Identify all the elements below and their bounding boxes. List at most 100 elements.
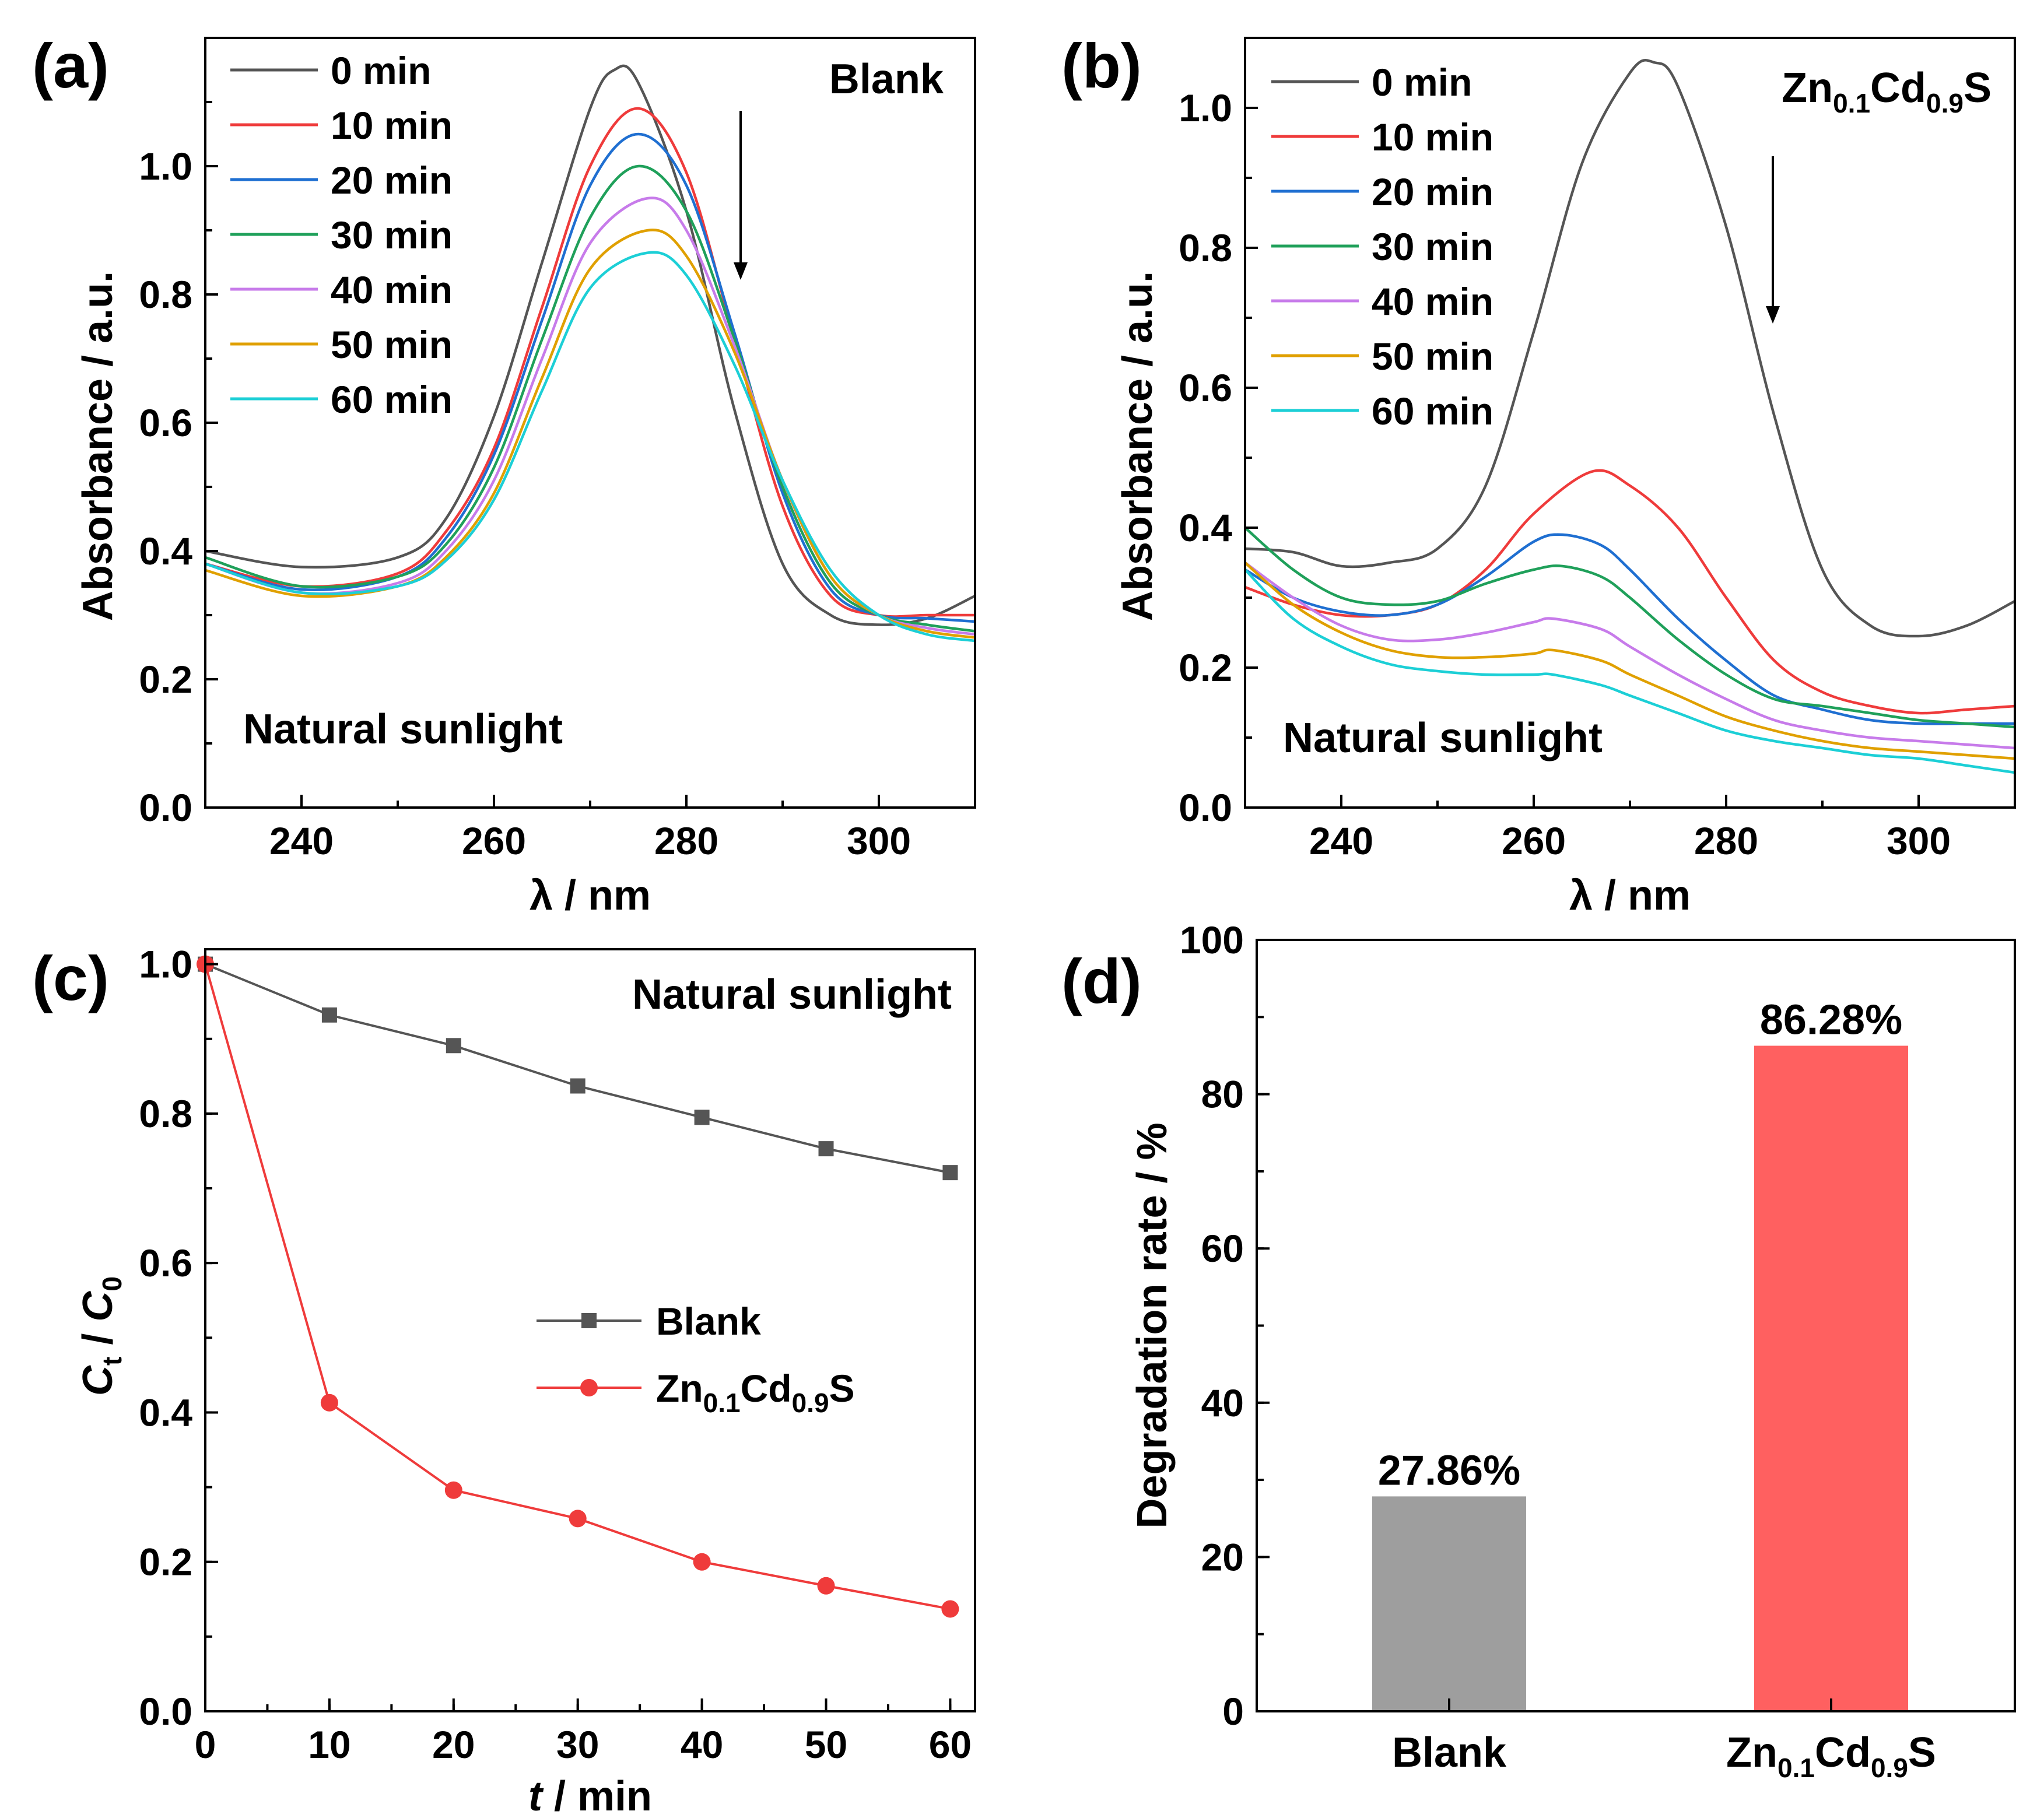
legend-label: 60 min (331, 378, 453, 421)
series-line-40-min (1244, 561, 2015, 750)
annotation-label: Natural sunlight (632, 971, 952, 1018)
legend-label: 50 min (1372, 335, 1493, 378)
bar-Zn0.1Cd0.9S (1754, 1045, 1908, 1711)
panel-b-frame (1244, 37, 2016, 809)
panel-letter: (b) (1061, 30, 1142, 101)
panel-b-xtick-label: 260 (1502, 819, 1566, 862)
panel-a-xtick-label: 260 (462, 819, 526, 862)
series-line-40-min (205, 196, 976, 636)
data-point-circle (569, 1510, 587, 1528)
panel-title: Blank (829, 56, 944, 103)
panel-b: 0.0 0.2 0.4 0.6 0.8 1.0 240 260 280 300 0 min 10 mi… (1061, 30, 2016, 919)
legend-label: 0 min (1372, 61, 1472, 104)
x-axis-label: λ / nm (1569, 872, 1691, 919)
series-line-60-min (205, 251, 976, 643)
panel-a-xtick-label: 300 (847, 819, 911, 862)
bar-Blank (1372, 1496, 1526, 1711)
legend-label: 60 min (1372, 389, 1493, 433)
panel-c-ytick-label: 0.8 (139, 1092, 192, 1135)
data-point-circle (444, 1481, 462, 1499)
series-line-20-min (1244, 533, 2015, 725)
series-line-60-min (1244, 568, 2015, 774)
panel-a-frame (204, 37, 976, 809)
series-line-50-min (205, 229, 976, 639)
panel-a-xtick-label: 280 (654, 819, 718, 862)
panel-c-ytick-label: 0.6 (139, 1241, 192, 1284)
data-point-circle (817, 1577, 835, 1595)
panel-a-ytick-label: 0.2 (139, 658, 192, 701)
legend-label: 50 min (331, 323, 453, 366)
y-axis-label: Absorbance / a.u. (75, 271, 121, 621)
panel-b-ytick-label: 0.4 (1179, 506, 1232, 549)
panel-d-ytick-label: 100 (1180, 918, 1244, 961)
legend-marker (580, 1379, 598, 1396)
series-line-30-min (205, 164, 976, 633)
panel-c-xtick-label: 40 (681, 1723, 723, 1766)
x-category-label: Blank (1392, 1729, 1507, 1776)
data-point-circle (693, 1553, 711, 1571)
panel-d-ytick-label: 80 (1201, 1073, 1244, 1116)
x-axis-label: t / min (528, 1773, 652, 1818)
x-axis-label: λ / nm (530, 872, 651, 919)
panel-c-ytick-label: 0.0 (139, 1690, 192, 1733)
panel-c-xtick-label: 0 (195, 1723, 216, 1766)
panel-d: 27.86% Blank 86.28% Zn0.1Cd0.9S 0 20 40 60 80 100… (1061, 918, 2016, 1783)
data-point-square (570, 1078, 585, 1094)
series-line-10-min (205, 107, 975, 618)
panel-b-ytick-label: 1.0 (1179, 86, 1232, 129)
legend-label: 30 min (1372, 225, 1493, 268)
legend-label: 40 min (331, 268, 453, 311)
panel-b-xtick-label: 240 (1309, 819, 1373, 862)
panel-c: 0.0 0.2 0.4 0.6 0.8 1.0 0 10 20 30 40 50 60 Blank Zn0.… (32, 943, 976, 1818)
legend-label: 30 min (331, 213, 453, 257)
panel-c-xtick-label: 30 (556, 1723, 599, 1766)
legend-label: 0 min (331, 49, 431, 92)
data-point-circle (941, 1600, 959, 1618)
annotation-label: Natural sunlight (243, 706, 563, 753)
panel-c-ytick-label: 1.0 (139, 943, 192, 986)
panel-b-ytick-label: 0.8 (1179, 226, 1232, 269)
panel-c-frame (204, 948, 976, 1712)
panel-a-ytick-label: 0.6 (139, 401, 192, 444)
data-point-square (818, 1141, 834, 1157)
panel-b-xtick-label: 280 (1694, 819, 1758, 862)
panel-a-xtick-label: 240 (269, 819, 334, 862)
data-point-square (942, 1165, 958, 1181)
panel-b-ytick-label: 0.0 (1179, 786, 1232, 829)
series-line-30-min (1244, 527, 2015, 729)
data-point-square (321, 1007, 337, 1023)
series-line-20-min (205, 132, 976, 623)
panel-a-ytick-label: 0.8 (139, 273, 192, 316)
panel-a-ytick-label: 0.0 (139, 786, 192, 829)
panel-a-ytick-label: 1.0 (139, 145, 192, 188)
series-line-10-min (1244, 469, 2015, 715)
panel-a: 0.0 0.2 0.4 0.6 0.8 1.0 240 260 280 300 0 min 10 mi… (32, 30, 976, 919)
legend-label: 20 min (1372, 170, 1493, 213)
trend-arrowhead (734, 262, 748, 280)
panel-d-ytick-label: 0 (1222, 1690, 1244, 1733)
data-point-circle (320, 1394, 338, 1412)
y-axis-label: Absorbance / a.u. (1114, 271, 1161, 621)
panel-d-ytick-label: 40 (1201, 1381, 1244, 1424)
legend-label: 40 min (1372, 280, 1493, 323)
series-line-0-min (205, 64, 976, 626)
panel-letter: (a) (32, 30, 109, 101)
legend-label: 10 min (1372, 115, 1493, 159)
panel-c-ytick-label: 0.4 (139, 1391, 192, 1434)
legend-label: Zn0.1Cd0.9S (656, 1367, 855, 1418)
panel-c-xtick-label: 60 (929, 1723, 972, 1766)
panel-c-xtick-label: 10 (308, 1723, 350, 1766)
panel-a-ytick-label: 0.4 (139, 529, 192, 573)
panel-d-ytick-label: 60 (1201, 1227, 1244, 1270)
panel-b-ytick-label: 0.2 (1179, 646, 1232, 689)
panel-b-ytick-label: 0.6 (1179, 366, 1232, 409)
data-point-square (694, 1110, 710, 1125)
legend-label: 20 min (331, 159, 453, 202)
panel-d-ytick-label: 20 (1201, 1535, 1244, 1578)
panel-title: Zn0.1Cd0.9S (1782, 65, 1992, 118)
x-category-label: Zn0.1Cd0.9S (1726, 1729, 1936, 1783)
series-line-50-min (1244, 561, 2015, 760)
legend-label: Blank (656, 1300, 761, 1343)
panel-c-xtick-label: 20 (432, 1723, 475, 1766)
panel-c-ytick-label: 0.2 (139, 1540, 192, 1584)
